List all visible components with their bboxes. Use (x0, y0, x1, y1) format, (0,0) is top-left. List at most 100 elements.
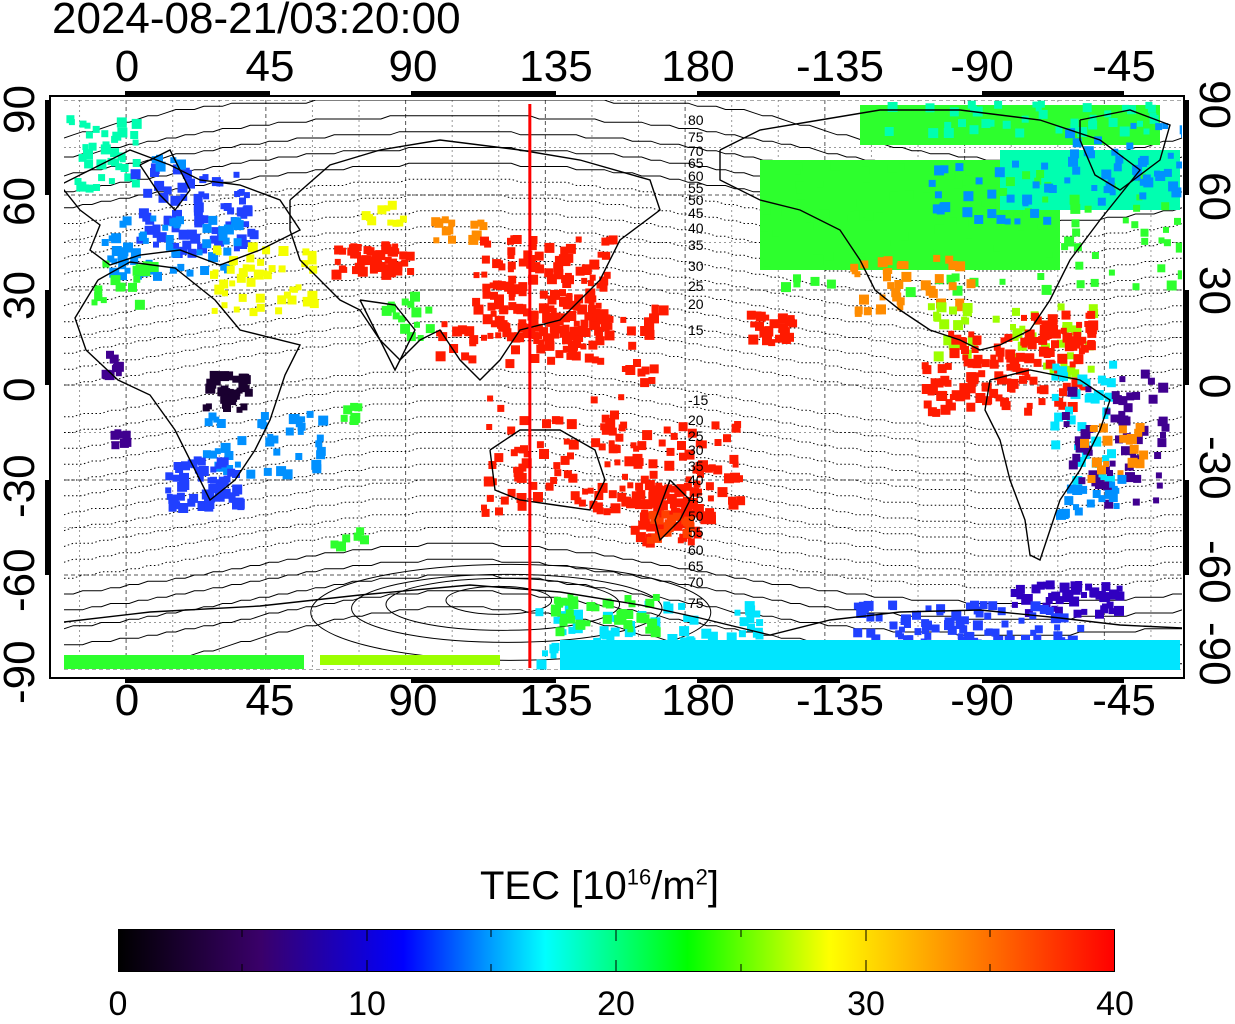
tec-cell (334, 245, 344, 255)
tec-cell (561, 275, 570, 283)
tec-cell (1077, 127, 1088, 137)
contour-label: 40 (688, 472, 704, 488)
tec-cell (1087, 475, 1096, 483)
tec-cell (693, 480, 701, 488)
tec-cell (1113, 163, 1122, 172)
tec-cell (225, 221, 232, 228)
tec-cell (678, 422, 688, 432)
tec-cell (567, 615, 576, 624)
tec-cell (777, 313, 788, 324)
tec-cell (270, 435, 279, 444)
tec-cell (523, 451, 530, 458)
tec-cell (1066, 590, 1074, 597)
contour-line (64, 226, 1182, 288)
tec-cell (963, 191, 974, 202)
colorbar-tick-label: 0 (108, 985, 128, 1023)
tec-cell (934, 378, 944, 388)
tec-cell (1070, 149, 1079, 159)
tec-cell (449, 344, 459, 353)
contour-label: 45 (688, 205, 704, 221)
tec-cell (1034, 625, 1043, 634)
tec-cell (644, 480, 655, 491)
tec-cell (750, 321, 757, 328)
tec-cell (951, 610, 962, 621)
tec-cell (571, 611, 579, 619)
tec-cell (1006, 355, 1014, 363)
tec-cell (401, 259, 409, 267)
tec-cell (962, 303, 973, 313)
tec-cell (937, 364, 947, 374)
tec-cell (887, 163, 897, 173)
contour-label: 65 (688, 155, 704, 171)
tec-cell (513, 284, 524, 295)
tec-cell (1132, 498, 1140, 506)
tec-cell (972, 620, 983, 631)
tec-cell (95, 294, 103, 302)
tec-cell (759, 330, 767, 338)
tec-cell (1067, 386, 1078, 397)
tec-cell (1133, 435, 1143, 445)
tec-cell (1118, 425, 1127, 434)
tec-cell (1064, 177, 1071, 184)
tec-cell (891, 288, 901, 298)
tec-cell (588, 301, 595, 308)
tec-cell (995, 347, 1005, 357)
contour-label: 25 (688, 278, 704, 294)
tec-cell (858, 247, 865, 254)
tec-cell (218, 231, 228, 241)
tec-cell (884, 127, 894, 136)
tec-cell (536, 659, 547, 670)
tec-cell (934, 165, 945, 176)
tec-cell (856, 608, 867, 618)
tec-cell (1084, 205, 1092, 213)
tec-cell (957, 633, 964, 640)
tec-cell (170, 157, 177, 164)
tec-cell (1078, 348, 1085, 355)
tec-cell (911, 170, 921, 180)
tec-cell (567, 452, 574, 460)
tec-cell (667, 514, 676, 524)
contour-label: 20 (688, 296, 704, 312)
tec-cell (651, 533, 658, 540)
tec-cell (826, 279, 836, 289)
tec-cell (1030, 208, 1040, 218)
tec-cell (239, 197, 246, 205)
tec-cell (1101, 169, 1112, 180)
tec-cell (1038, 109, 1048, 119)
tec-cell (1021, 314, 1027, 321)
tec-cell (170, 195, 181, 206)
tec-cell (914, 628, 922, 636)
tec-cell (933, 248, 943, 258)
tec-cell (939, 202, 946, 209)
tec-cell (392, 219, 400, 227)
tec-cell (115, 163, 123, 171)
tec-cell (1064, 236, 1075, 247)
tec-cell (232, 217, 240, 225)
tec-cell (724, 473, 734, 484)
tec-cell (481, 334, 487, 341)
tec-cell (128, 282, 137, 292)
tec-cell (684, 449, 695, 460)
tec-cell (1070, 118, 1079, 127)
tec-cell (388, 246, 398, 257)
tec-cell (516, 472, 527, 483)
tec-region (320, 655, 500, 665)
tec-cell (295, 284, 302, 291)
tec-cell (189, 493, 199, 503)
tec-cell (967, 100, 976, 109)
tec-cell (109, 267, 120, 278)
tec-cell (673, 521, 683, 531)
tec-cell (945, 399, 953, 407)
tec-cell (529, 481, 538, 490)
tec-cell (589, 295, 597, 303)
tec-cell (681, 503, 688, 510)
tec-cell (497, 404, 505, 412)
contour-line (310, 563, 712, 661)
tec-cell (209, 450, 217, 459)
tec-cell (1140, 369, 1150, 379)
tec-cell (582, 488, 589, 495)
tec-cell (119, 156, 126, 163)
tec-cell (84, 159, 94, 169)
tec-cell (276, 466, 287, 477)
tec-cell (473, 272, 480, 279)
